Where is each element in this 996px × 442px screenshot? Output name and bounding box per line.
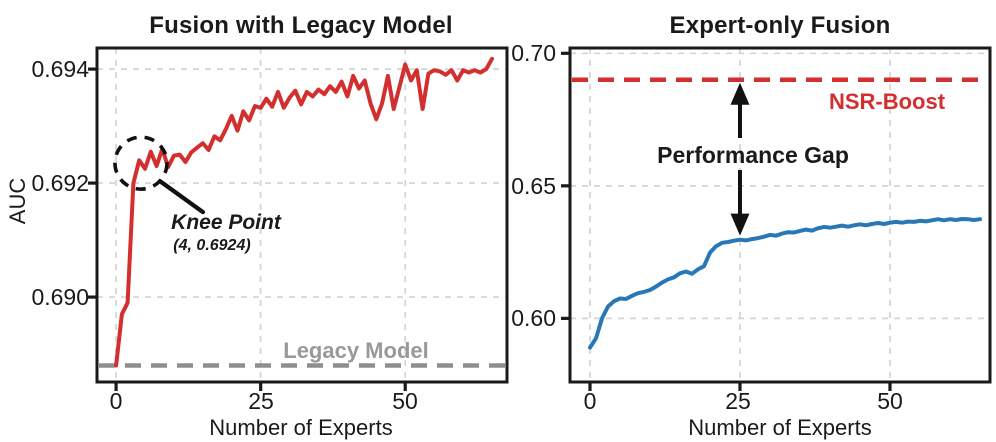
- right-x-tick-50: 50: [877, 388, 903, 414]
- performance-gap-label: Performance Gap: [657, 142, 849, 168]
- left-x-tick-25: 25: [248, 388, 274, 414]
- right-x-tick-25: 25: [725, 388, 751, 414]
- legacy-model-label: Legacy Model: [283, 338, 429, 363]
- left-y-tick-0692: 0.692: [31, 170, 89, 196]
- right-y-tick-070: 0.70: [511, 40, 556, 66]
- left-chart-title: Fusion with Legacy Model: [149, 12, 453, 39]
- right-y-tick-065: 0.65: [511, 173, 556, 199]
- left-x-axis-label: Number of Experts: [209, 415, 393, 440]
- left-x-tick-0: 0: [109, 388, 123, 414]
- right-x-tick-0: 0: [583, 388, 597, 414]
- nsr-boost-label: NSR-Boost: [828, 89, 946, 114]
- right-x-axis-label: Number of Experts: [688, 415, 872, 440]
- left-y-tick-0690: 0.690: [31, 284, 89, 310]
- left-y-tick-0694: 0.694: [31, 56, 89, 82]
- right-chart-title: Expert-only Fusion: [669, 12, 891, 39]
- left-x-tick-50: 50: [392, 388, 418, 414]
- right-y-tick-060: 0.60: [511, 305, 556, 331]
- knee-point-coordinates: (4, 0.6924): [173, 237, 251, 254]
- knee-point-annotation: Knee Point: [171, 211, 281, 234]
